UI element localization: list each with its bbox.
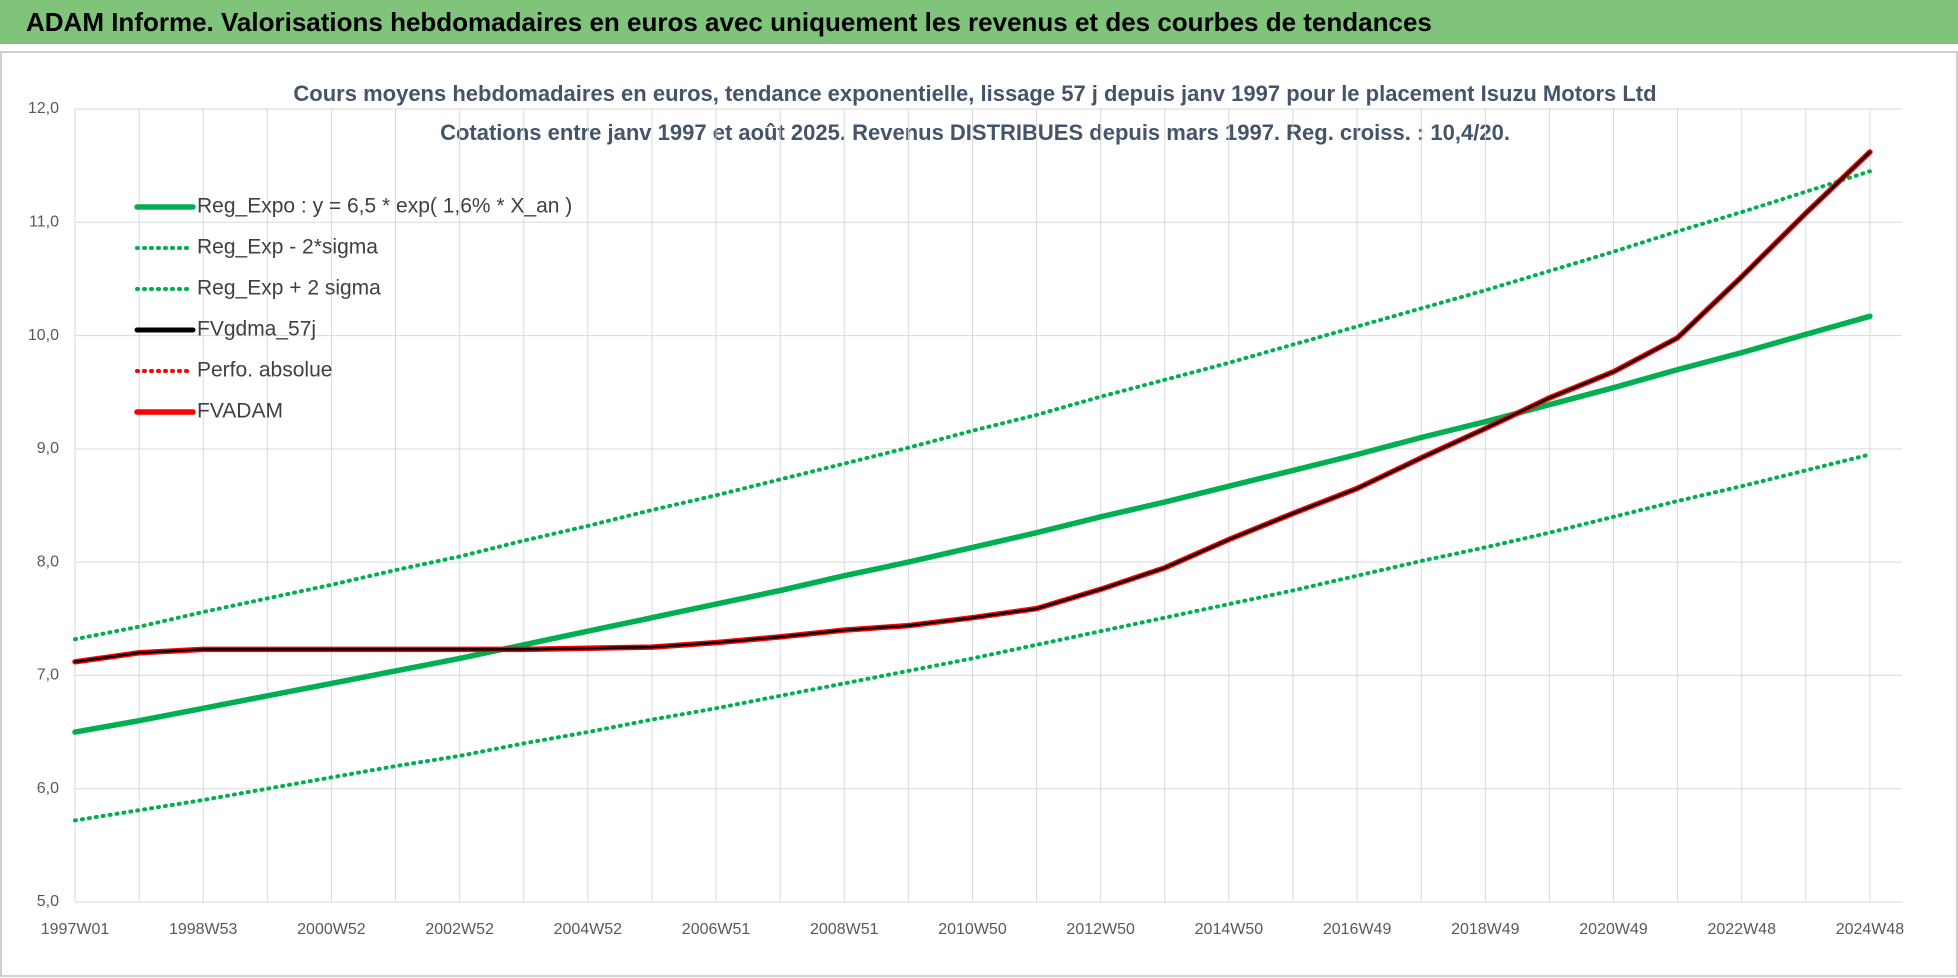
x-tick-label: 2022W48 [1707,921,1776,938]
x-tick-label: 2004W52 [554,921,623,938]
x-tick-label: 2020W49 [1579,921,1648,938]
chart-subtitle: Cotations entre janv 1997 et août 2025. … [440,120,1510,145]
series-line [73,452,1872,823]
x-tick-label: 2010W50 [938,921,1007,938]
x-tick-label: 1997W01 [41,921,110,938]
y-tick-label: 7,0 [37,667,59,684]
x-tick-label: 2008W51 [810,921,879,938]
x-tick-label: 2016W49 [1323,921,1392,938]
header-title: ADAM Informe. Valorisations hebdomadaire… [26,7,1432,37]
x-tick-label: 2018W49 [1451,921,1520,938]
y-tick-label: 10,0 [28,327,59,344]
x-tick-label: 2014W50 [1195,921,1264,938]
chart-title: Cours moyens hebdomadaires en euros, ten… [293,81,1656,106]
y-tick-label: 8,0 [37,553,59,570]
y-tick-label: 9,0 [37,440,59,457]
series-line [73,169,1872,642]
x-tick-label: 2000W52 [297,921,366,938]
legend-label: Reg_Exp + 2 sigma [197,277,381,300]
x-tick-label: 1998W53 [169,921,238,938]
x-tick-label: 2002W52 [425,921,494,938]
y-tick-label: 5,0 [37,893,59,910]
legend-label: Reg_Expo : y = 6,5 * exp( 1,6% * X_an ) [197,195,572,218]
x-tick-label: 2024W48 [1836,921,1905,938]
x-tick-label: 2006W51 [682,921,751,938]
y-tick-label: 12,0 [28,100,59,117]
y-tick-label: 6,0 [37,780,59,797]
series-line [72,313,1873,735]
header-bar [0,0,1958,44]
x-tick-label: 2012W50 [1066,921,1135,938]
legend-label: FVADAM [197,400,283,423]
legend-label: Perfo. absolue [197,359,332,382]
series-line [73,150,1872,664]
chart-frame [0,51,1958,977]
legend-label: Reg_Exp - 2*sigma [197,236,378,259]
y-tick-label: 11,0 [29,214,59,231]
legend-label: FVgdma_57j [197,318,316,341]
